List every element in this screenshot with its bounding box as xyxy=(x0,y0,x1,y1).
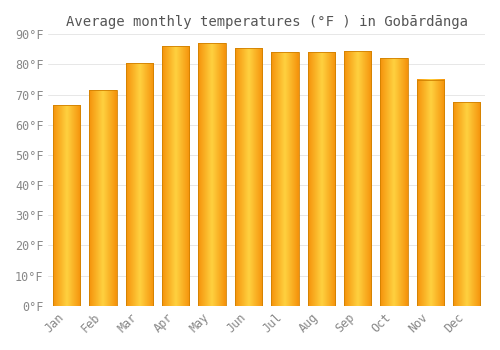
Bar xyxy=(162,47,190,306)
Bar xyxy=(344,51,372,306)
Bar xyxy=(453,102,480,306)
Bar xyxy=(235,48,262,306)
Bar xyxy=(417,79,444,306)
Bar xyxy=(126,63,153,306)
Bar xyxy=(53,105,80,306)
Bar xyxy=(308,52,335,306)
Bar xyxy=(198,43,226,306)
Bar xyxy=(90,90,117,306)
Bar xyxy=(380,58,407,306)
Title: Average monthly temperatures (°F ) in Gobārdānga: Average monthly temperatures (°F ) in Go… xyxy=(66,15,468,29)
Bar xyxy=(271,52,298,306)
